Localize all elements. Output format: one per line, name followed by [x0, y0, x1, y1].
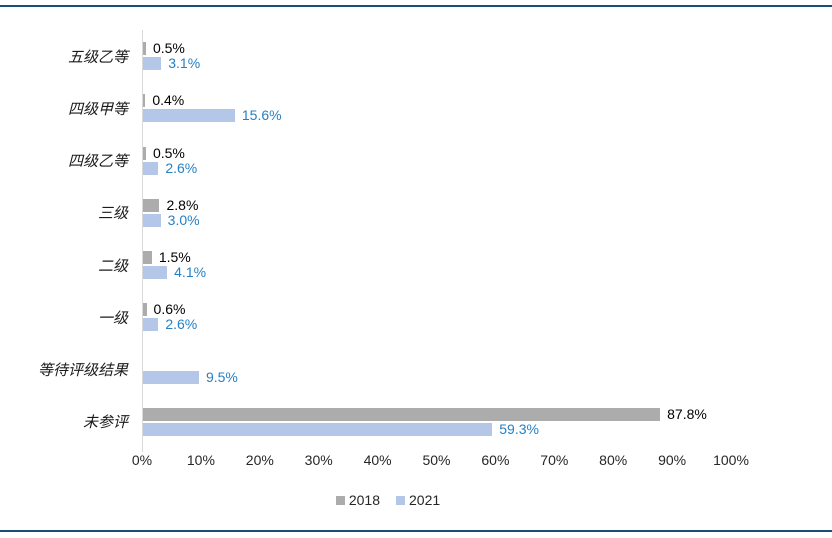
- bar-2018: [143, 94, 146, 108]
- bar-line-2018: [143, 356, 238, 369]
- legend-label-2021: 2021: [409, 492, 441, 508]
- x-axis-tick-label: 10%: [186, 452, 215, 468]
- bar-line-2018: 0.5%: [143, 144, 197, 161]
- x-axis-tick-label: 40%: [363, 452, 392, 468]
- bar-2021: [143, 370, 199, 384]
- bar-2018: [143, 146, 146, 160]
- value-label-2021: 3.1%: [168, 55, 201, 72]
- bar-group: 0.6% 2.6%: [143, 291, 197, 343]
- value-label-2018: 87.8%: [667, 405, 707, 422]
- chart-legend: 2018 2021: [0, 492, 832, 508]
- category-row: 未参评 87.8% 59.3%: [0, 396, 832, 448]
- category-row: 四级乙等 0.5% 2.6%: [0, 135, 832, 187]
- value-label-2018: 0.4%: [152, 92, 185, 109]
- category-label: 四级乙等: [67, 154, 128, 171]
- value-label-2018: 0.6%: [153, 301, 186, 318]
- bar-2021: [143, 266, 168, 280]
- category-row: 四级甲等 0.4% 15.6%: [0, 82, 832, 134]
- category-row: 二级 1.5% 4.1%: [0, 239, 832, 291]
- legend-swatch-2021: [396, 495, 405, 505]
- x-axis-tick-label: 70%: [540, 452, 569, 468]
- bar-line-2018: 0.4%: [143, 92, 282, 109]
- bar-line-2021: 2.6%: [143, 159, 198, 176]
- category-label: 四级甲等: [67, 101, 128, 118]
- value-label-2021: 2.6%: [165, 159, 198, 176]
- bar-group: 0.4% 15.6%: [143, 82, 282, 134]
- x-axis-tick-label: 20%: [245, 452, 274, 468]
- bar-2018: [143, 303, 147, 317]
- x-axis-tick-label: 90%: [658, 452, 687, 468]
- value-label-2021: 9.5%: [205, 368, 238, 385]
- bar-group: 87.8% 59.3%: [143, 396, 707, 448]
- legend-label-2018: 2018: [348, 492, 380, 508]
- bar-group: 1.5% 4.1%: [143, 239, 206, 291]
- bar-2021: [143, 57, 162, 71]
- x-axis-tick-label: 60%: [481, 452, 510, 468]
- x-axis-tick-label: 100%: [713, 452, 749, 468]
- bar-2021: [143, 161, 159, 175]
- value-label-2021: 2.6%: [165, 316, 198, 333]
- bar-line-2018: 0.6%: [143, 301, 197, 318]
- x-axis: 0% 10% 20% 30% 40% 50% 60% 70% 80% 90% 100%: [132, 452, 749, 470]
- value-label-2018: 1.5%: [158, 249, 191, 266]
- bar-2021: [143, 109, 235, 123]
- bar-2018: [143, 407, 661, 421]
- value-label-2021: 15.6%: [241, 107, 282, 124]
- bar-line-2018: 87.8%: [143, 405, 707, 422]
- value-label-2021: 3.0%: [167, 211, 200, 228]
- bar-2021: [143, 213, 161, 227]
- bar-2018: [143, 251, 152, 265]
- bar-line-2018: 2.8%: [143, 196, 200, 213]
- category-label: 三级: [97, 206, 128, 223]
- y-axis-line: [142, 30, 143, 452]
- value-label-2018: 0.5%: [152, 40, 185, 57]
- legend-item-2018: 2018: [335, 492, 380, 508]
- category-label: 未参评: [82, 415, 128, 432]
- value-label-2021: 59.3%: [499, 420, 539, 437]
- bar-group: 0.5% 3.1%: [143, 30, 200, 82]
- x-axis-tick-label: 0%: [131, 452, 153, 468]
- value-label-2018: 2.8%: [166, 196, 199, 213]
- category-row: 一级 0.6% 2.6%: [0, 291, 832, 343]
- legend-item-2021: 2021: [396, 492, 440, 508]
- bar-line-2021: 3.1%: [143, 55, 201, 72]
- bar-line-2021: 9.5%: [143, 368, 238, 385]
- category-label: 一级: [97, 310, 128, 327]
- bar-2018: [143, 42, 146, 56]
- x-axis-tick-label: 80%: [599, 452, 628, 468]
- bar-2018: [143, 198, 160, 212]
- bar-line-2021: 4.1%: [143, 264, 207, 281]
- bar-line-2021: 59.3%: [143, 420, 707, 437]
- bar-2021: [143, 422, 493, 436]
- top-divider-rule: [0, 5, 832, 7]
- category-row: 等待评级结果 9.5%: [0, 344, 832, 396]
- category-label: 等待评级结果: [37, 363, 128, 380]
- bar-line-2021: 2.6%: [143, 316, 198, 333]
- bar-group: 9.5%: [143, 344, 238, 396]
- bar-2021: [143, 318, 159, 332]
- chart-plot-area: 五级乙等 0.5% 3.1% 四级甲等 0.4% 15.6% 四级乙等 0.5% 2.6% 三级 2…: [0, 30, 832, 448]
- category-label: 二级: [97, 258, 128, 275]
- bar-group: 2.8% 3.0%: [143, 187, 200, 239]
- category-row: 三级 2.8% 3.0%: [0, 187, 832, 239]
- value-label-2021: 4.1%: [174, 264, 207, 281]
- bar-line-2018: 1.5%: [143, 249, 206, 266]
- bar-line-2021: 3.0%: [143, 211, 200, 228]
- legend-swatch-2018: [335, 495, 345, 505]
- x-axis-tick-label: 30%: [304, 452, 333, 468]
- value-label-2018: 0.5%: [152, 144, 185, 161]
- bottom-divider-rule: [0, 530, 832, 532]
- bar-line-2021: 15.6%: [143, 107, 282, 124]
- bar-group: 0.5% 2.6%: [143, 135, 197, 187]
- bar-line-2018: 0.5%: [143, 40, 200, 57]
- x-axis-tick-label: 50%: [422, 452, 451, 468]
- category-row: 五级乙等 0.5% 3.1%: [0, 30, 832, 82]
- category-label: 五级乙等: [67, 49, 128, 66]
